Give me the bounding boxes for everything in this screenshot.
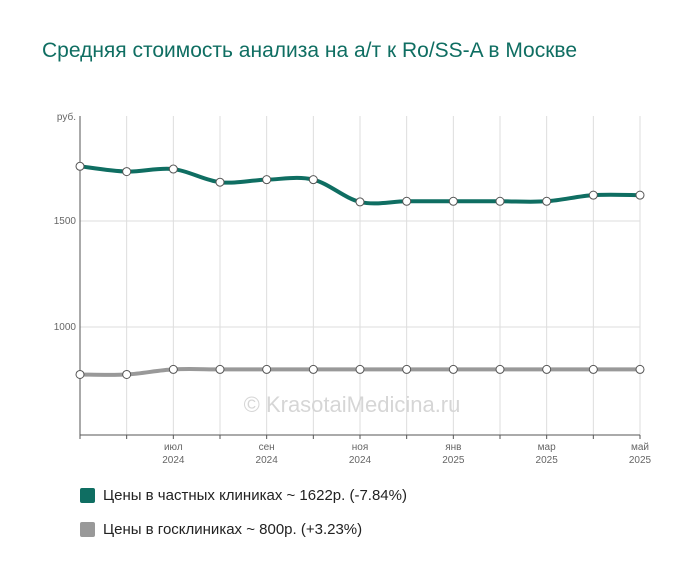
series-point-public [588, 364, 598, 374]
series-point-private [495, 196, 505, 206]
series-point-public [262, 364, 272, 374]
series-point-public [495, 364, 505, 374]
y-tick-label: 1500 [54, 216, 77, 227]
series-point-private [215, 177, 225, 187]
x-tick-label-month: июл [164, 442, 183, 453]
series-point-public [402, 364, 412, 374]
series-point-private [262, 175, 272, 185]
series-point-private [635, 190, 645, 200]
x-tick-label-year: 2024 [162, 455, 185, 466]
series-point-private [75, 161, 85, 171]
x-tick-label-month: ноя [352, 442, 369, 453]
series-point-private [168, 164, 178, 174]
series-point-private [402, 196, 412, 206]
series-point-public [448, 364, 458, 374]
series-point-public [308, 364, 318, 374]
x-tick-label-year: 2024 [256, 455, 279, 466]
x-tick-label-month: сен [259, 442, 275, 453]
x-tick-label-year: 2025 [629, 455, 652, 466]
legend-swatch-private [80, 487, 95, 503]
series-point-public [215, 364, 225, 374]
series-point-private [448, 196, 458, 206]
x-tick-label-year: 2025 [536, 455, 559, 466]
chart-title: Средняя стоимость анализа на а/т к Ro/SS… [42, 39, 578, 62]
series-point-private [588, 190, 598, 200]
series-point-private [355, 197, 365, 207]
y-axis-label: руб. [57, 111, 76, 123]
series-point-private [542, 196, 552, 206]
x-tick-label-month: янв [445, 442, 461, 453]
series-point-public [168, 364, 178, 374]
legend-swatch-public [80, 521, 95, 537]
watermark: © KrasotaiMedicina.ru [244, 392, 461, 417]
x-tick-label-year: 2025 [442, 455, 465, 466]
series-point-public [355, 364, 365, 374]
legend-item-private[interactable]: Цены в частных клиниках ~ 1622р. (-7.84%… [80, 484, 407, 506]
legend-label-private: Цены в частных клиниках ~ 1622р. (-7.84%… [103, 486, 407, 504]
legend-label-public: Цены в госклиниках ~ 800р. (+3.23%) [103, 520, 363, 538]
series-point-private [308, 175, 318, 185]
series-point-public [635, 364, 645, 374]
series-point-public [75, 369, 85, 379]
x-tick-label-month: май [631, 442, 649, 453]
series-point-private [122, 167, 132, 177]
legend: Цены в частных клиниках ~ 1622р. (-7.84%… [80, 484, 407, 552]
series-point-public [122, 369, 132, 379]
x-tick-label-month: мар [538, 442, 556, 453]
x-tick-label-year: 2024 [349, 455, 372, 466]
series-point-public [542, 364, 552, 374]
legend-item-public[interactable]: Цены в госклиниках ~ 800р. (+3.23%) [80, 518, 407, 540]
y-tick-label: 1000 [54, 322, 77, 333]
